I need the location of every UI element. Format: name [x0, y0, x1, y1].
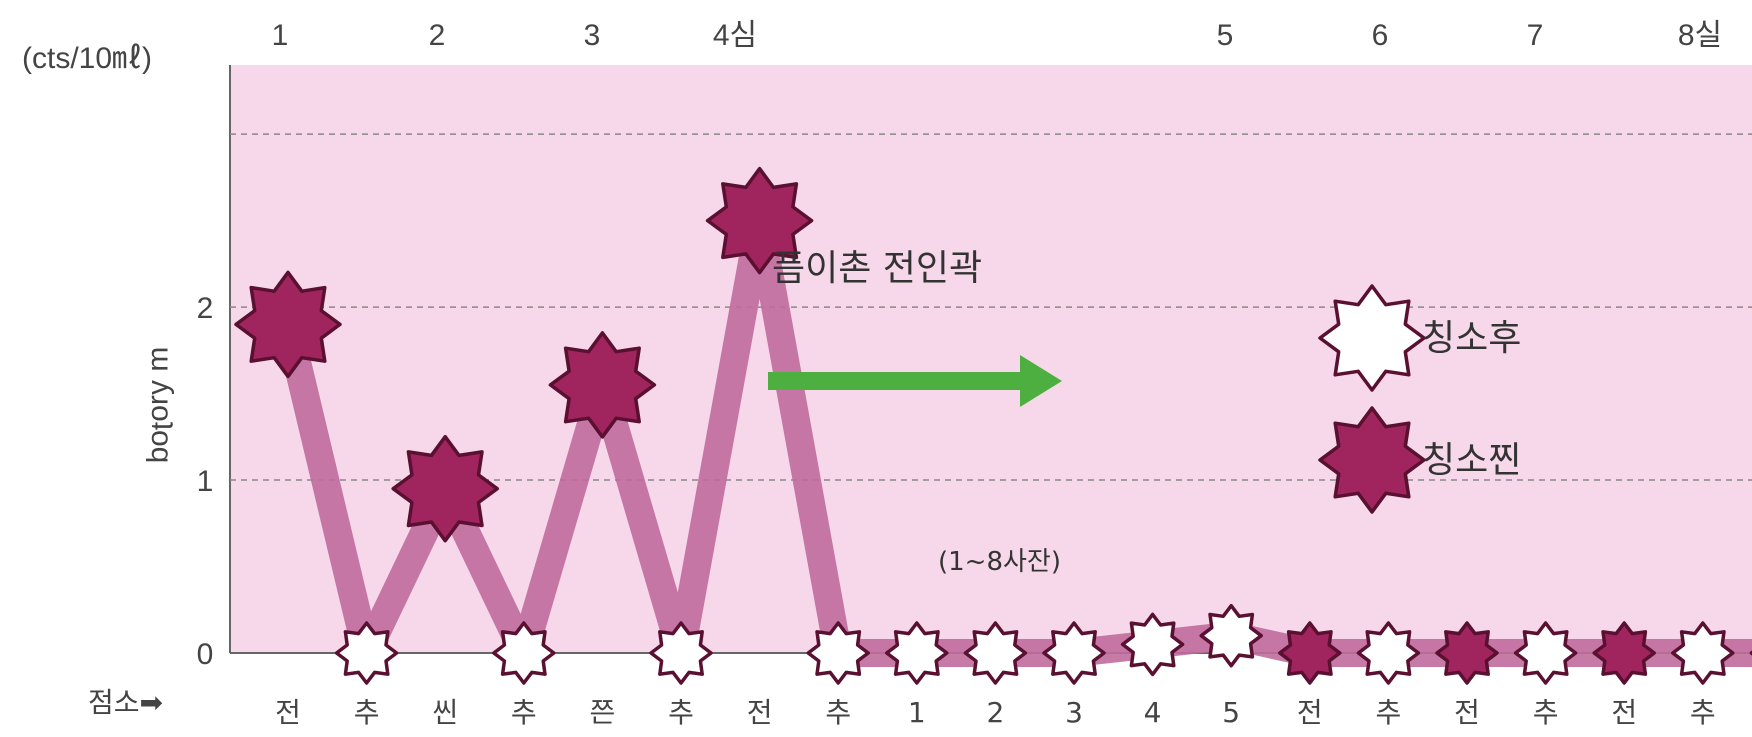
- top-number-label: 2: [429, 19, 446, 52]
- x-category-label: 4: [1144, 696, 1162, 729]
- legend-filled-marker: [1318, 406, 1426, 514]
- x-prefix-label: 점소➡: [88, 686, 163, 719]
- data-point-filled: [234, 270, 342, 379]
- x-category-label: 1: [908, 696, 926, 729]
- data-point-open: [1356, 621, 1421, 685]
- data-point-open: [1513, 621, 1578, 685]
- x-category-label: 3: [1065, 696, 1083, 729]
- data-point-filled: [548, 331, 657, 439]
- range-annotation: (1~8사잔): [938, 547, 1061, 577]
- data-point-filled: [1592, 621, 1656, 685]
- x-category-label: 추: [1690, 696, 1716, 729]
- y-tick-label: 2: [197, 292, 214, 325]
- x-category-label: 전: [1297, 696, 1323, 729]
- data-point-open: [885, 621, 949, 685]
- x-category-label: 추: [668, 696, 694, 729]
- top-number-label: 8실: [1678, 19, 1722, 52]
- y-tick-label: 0: [197, 638, 214, 671]
- data-point-filled: [705, 166, 814, 275]
- data-point-open: [1120, 612, 1185, 677]
- legend-open-marker: [1318, 284, 1426, 392]
- marker-layer: [234, 166, 1752, 685]
- data-point-filled: [391, 434, 499, 543]
- x-category-label: 전: [275, 696, 301, 729]
- x-category-label: 전: [1611, 696, 1637, 729]
- x-category-label: 씬: [432, 696, 458, 729]
- top-number-label: 5: [1217, 19, 1234, 52]
- y-tick-label: 1: [197, 465, 214, 498]
- x-category-label: 전: [747, 696, 773, 729]
- data-point-open: [806, 621, 870, 685]
- top-number-label: 6: [1372, 19, 1389, 52]
- data-point-open: [649, 621, 713, 685]
- x-category-label: 추: [1533, 696, 1559, 729]
- legend-open-star: [1318, 284, 1426, 392]
- phase-annotation: 픔이촌 전인곽: [772, 248, 982, 289]
- y-axis-title: ɯ ʎɹoʇoq: [145, 347, 178, 464]
- top-number-label: 1: [272, 19, 289, 52]
- legend-filled-label: 칭소찐: [1422, 440, 1521, 481]
- data-point-open: [334, 621, 399, 685]
- x-category-label: 전: [1454, 696, 1480, 729]
- x-category-label: 추: [354, 696, 380, 729]
- phase-arrow: [768, 355, 1062, 407]
- data-point-open: [963, 621, 1028, 685]
- unit-label: (cts/10㎖): [22, 42, 152, 75]
- x-category-label: 쯘: [590, 696, 616, 729]
- top-number-label: 3: [584, 19, 601, 52]
- legend-open-label: 칭소후: [1422, 318, 1521, 359]
- top-number-labels: 1 2 3 4심 5 6 7 8실: [272, 19, 1722, 52]
- x-category-label: 추: [825, 696, 851, 729]
- y-tick-labels: 0 1 2: [197, 292, 214, 671]
- data-point-open: [1199, 603, 1263, 668]
- top-number-label: 4심: [713, 19, 757, 52]
- legend-filled-star: [1318, 406, 1426, 514]
- data-point-filled: [1278, 621, 1342, 685]
- x-category-label: 추: [511, 696, 537, 729]
- legend: 칭소후 칭소찐: [1318, 284, 1521, 514]
- data-point-open: [1671, 621, 1735, 685]
- x-category-label: 2: [986, 696, 1004, 729]
- data-point-filled: [1435, 621, 1499, 685]
- x-category-labels: 전추씬추쯘추전추12345전추전추전추전: [275, 696, 1716, 729]
- x-category-label: 5: [1222, 696, 1240, 729]
- top-number-label: 7: [1527, 19, 1544, 52]
- x-category-label: 추: [1376, 696, 1402, 729]
- data-point-open: [1042, 621, 1106, 685]
- data-point-open: [492, 621, 556, 685]
